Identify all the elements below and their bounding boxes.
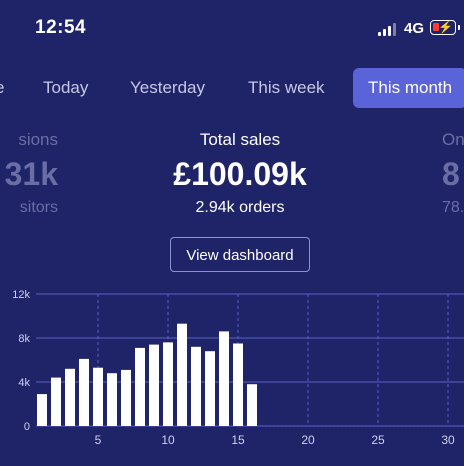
bar-day-3	[65, 368, 75, 426]
tab-today[interactable]: Today	[43, 78, 89, 97]
bar-day-12	[191, 346, 201, 426]
kpi-value: £100.09k	[173, 156, 307, 192]
battery-charging-icon: ⚡	[430, 20, 460, 35]
network-type: 4G	[404, 20, 425, 37]
kpi-value: 8	[442, 156, 460, 192]
tab-this-month[interactable]: This month	[353, 68, 464, 108]
bar-day-10	[163, 342, 173, 426]
x-tick-label: 30	[441, 433, 455, 447]
bar-day-9	[149, 344, 159, 426]
kpi-total-sales[interactable]: Total sales £100.09k 2.94k orders	[140, 130, 340, 217]
tab-partial-left[interactable]: e	[0, 68, 4, 108]
x-tick-label: 25	[371, 433, 385, 447]
bar-day-11	[177, 323, 187, 426]
kpi-label: On	[442, 130, 464, 149]
bar-day-7	[121, 369, 131, 426]
x-tick-label: 15	[231, 433, 245, 447]
kpi-label: sions	[18, 130, 58, 149]
cellular-signal-icon	[378, 22, 400, 36]
x-tick-label: 5	[95, 433, 102, 447]
kpi-sub: 78.	[442, 199, 464, 216]
kpi-sub: 2.94k orders	[195, 199, 285, 216]
bar-day-16	[247, 384, 257, 426]
view-dashboard-button[interactable]: View dashboard	[170, 237, 310, 272]
kpi-online-partial[interactable]: On 8 78.	[442, 130, 464, 217]
y-tick-label: 4k	[18, 377, 30, 389]
bar-day-15	[233, 343, 243, 426]
bar-day-1	[37, 394, 47, 426]
kpi-value: 31k	[4, 156, 58, 192]
kpi-sub: sitors	[19, 199, 58, 216]
tab-this-week[interactable]: This week	[248, 78, 325, 97]
bar-day-13	[205, 351, 215, 426]
sales-bar-chart: 0 4k 8k 12k 5 10 15 20 25 30	[12, 289, 464, 447]
kpi-label: Total sales	[199, 130, 281, 149]
bar-day-14	[219, 331, 229, 426]
bar-day-5	[93, 367, 103, 426]
x-tick-label: 10	[161, 433, 175, 447]
status-bar: 12:54 4G ⚡	[0, 0, 464, 56]
y-tick-label: 8k	[18, 333, 30, 345]
clock-time: 12:54	[35, 17, 87, 38]
bar-day-6	[107, 373, 117, 426]
tab-yesterday[interactable]: Yesterday	[130, 78, 205, 97]
kpi-visitors-partial[interactable]: sions 31k sitors	[0, 130, 58, 217]
bar-day-2	[51, 377, 61, 426]
bar-day-8	[135, 347, 145, 426]
y-tick-label: 12k	[12, 289, 30, 301]
bar-day-4	[79, 358, 89, 426]
x-tick-label: 20	[301, 433, 315, 447]
y-tick-label: 0	[24, 421, 30, 433]
period-tabs: e Today Yesterday This week This month	[0, 68, 464, 110]
